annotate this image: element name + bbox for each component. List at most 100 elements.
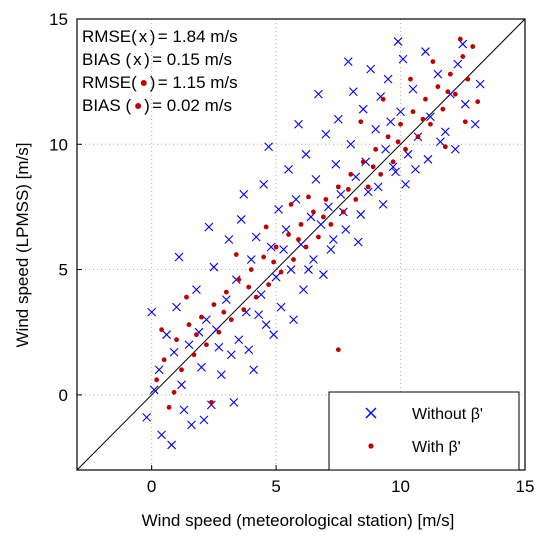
with-beta-point (174, 337, 179, 343)
with-beta-point (345, 186, 351, 192)
without-beta-point (149, 385, 159, 395)
with-beta-point (462, 119, 468, 125)
with-beta-point (475, 99, 481, 105)
without-beta-point (433, 69, 443, 79)
with-beta-point (296, 237, 301, 242)
without-beta-point (401, 179, 410, 189)
with-beta-point (408, 76, 413, 82)
without-beta-point (398, 54, 408, 64)
without-beta-point (226, 350, 236, 360)
plot-frame (76, 18, 526, 471)
stat-label: RMSE( (82, 73, 137, 92)
without-beta-point (348, 87, 358, 97)
with-beta-point (460, 54, 466, 59)
without-beta-point (177, 380, 186, 390)
legend-marker-without-beta (365, 407, 377, 419)
with-beta-point (191, 352, 197, 358)
with-beta-point (291, 257, 296, 262)
without-beta-point (234, 335, 244, 345)
with-beta-point (233, 252, 239, 257)
without-beta-point (167, 440, 176, 450)
without-beta-point (373, 182, 383, 192)
without-beta-point (393, 37, 403, 46)
without-beta-point (421, 47, 430, 56)
with-beta-series (154, 36, 481, 410)
without-beta-point (363, 187, 373, 197)
x-tick-label: 15 (516, 477, 535, 496)
legend-label-without-beta: Without β' (412, 406, 483, 423)
legend-label-with-beta: With β' (412, 439, 461, 456)
y-tick-label: 10 (49, 135, 68, 154)
without-beta-point (328, 235, 338, 244)
with-beta-point (358, 119, 364, 125)
without-beta-point (343, 57, 353, 66)
without-beta-point (209, 262, 219, 272)
with-beta-point (303, 244, 309, 250)
without-beta-point (396, 107, 405, 117)
with-beta-point (246, 284, 252, 290)
without-beta-point (381, 144, 391, 154)
with-beta-point (370, 164, 376, 170)
without-beta-point (284, 164, 293, 174)
with-beta-point (223, 289, 229, 295)
stat-marker-x: x (133, 50, 142, 69)
with-beta-point (211, 302, 217, 308)
without-beta-point (475, 79, 485, 89)
with-beta-point (323, 197, 329, 202)
with-beta-point (360, 159, 366, 165)
stat-value: = 0.15 m/s (152, 50, 232, 69)
with-beta-point (415, 134, 421, 140)
with-beta-point (271, 259, 277, 265)
with-beta-point (340, 209, 346, 215)
with-beta-point (288, 202, 294, 207)
without-beta-point (251, 232, 261, 242)
with-beta-point (286, 232, 291, 237)
without-beta-point (336, 189, 346, 199)
with-beta-point (465, 76, 471, 82)
stat-line: BIAS () = 0.02 m/s (82, 96, 232, 115)
with-beta-point (442, 144, 448, 150)
without-beta-point (470, 119, 480, 129)
with-beta-point (154, 377, 160, 383)
with-beta-point (248, 267, 254, 272)
with-beta-point (373, 146, 379, 152)
without-beta-point (157, 430, 167, 440)
with-beta-point (171, 389, 177, 395)
without-beta-point (314, 89, 323, 99)
with-beta-point (186, 322, 192, 328)
with-beta-point (261, 254, 267, 260)
without-beta-point (311, 174, 321, 184)
with-beta-point (311, 209, 316, 215)
without-beta-point (274, 205, 283, 214)
without-beta-point (391, 167, 400, 177)
without-beta-point (383, 74, 393, 84)
without-beta-point (276, 302, 286, 312)
with-beta-point (321, 214, 326, 220)
without-beta-point (142, 412, 152, 422)
with-beta-point (209, 399, 214, 405)
x-tick-label: 5 (271, 477, 280, 496)
without-beta-point (356, 210, 366, 219)
stat-line: BIAS (x) = 0.15 m/s (82, 50, 232, 69)
without-beta-point (174, 252, 184, 262)
without-beta-point (321, 129, 331, 139)
without-beta-point (197, 362, 206, 372)
with-beta-point (403, 146, 408, 152)
x-axis-label: Wind speed (meteorological station) [m/s… (142, 511, 455, 530)
stat-label-end: ) (150, 73, 156, 92)
without-beta-point (154, 365, 164, 375)
without-beta-point (304, 265, 313, 274)
without-beta-point (411, 164, 420, 174)
without-beta-point (254, 310, 264, 320)
legend-marker-with-beta (368, 443, 374, 449)
without-beta-point (172, 302, 181, 312)
without-beta-point (221, 295, 231, 305)
grid-lines (77, 19, 525, 470)
without-beta-point (408, 84, 418, 94)
without-beta-point (286, 265, 296, 274)
without-beta-point (249, 365, 259, 375)
without-beta-point (378, 200, 388, 209)
with-beta-point (410, 109, 416, 115)
with-beta-point (253, 294, 259, 300)
y-tick-label: 5 (59, 261, 68, 280)
